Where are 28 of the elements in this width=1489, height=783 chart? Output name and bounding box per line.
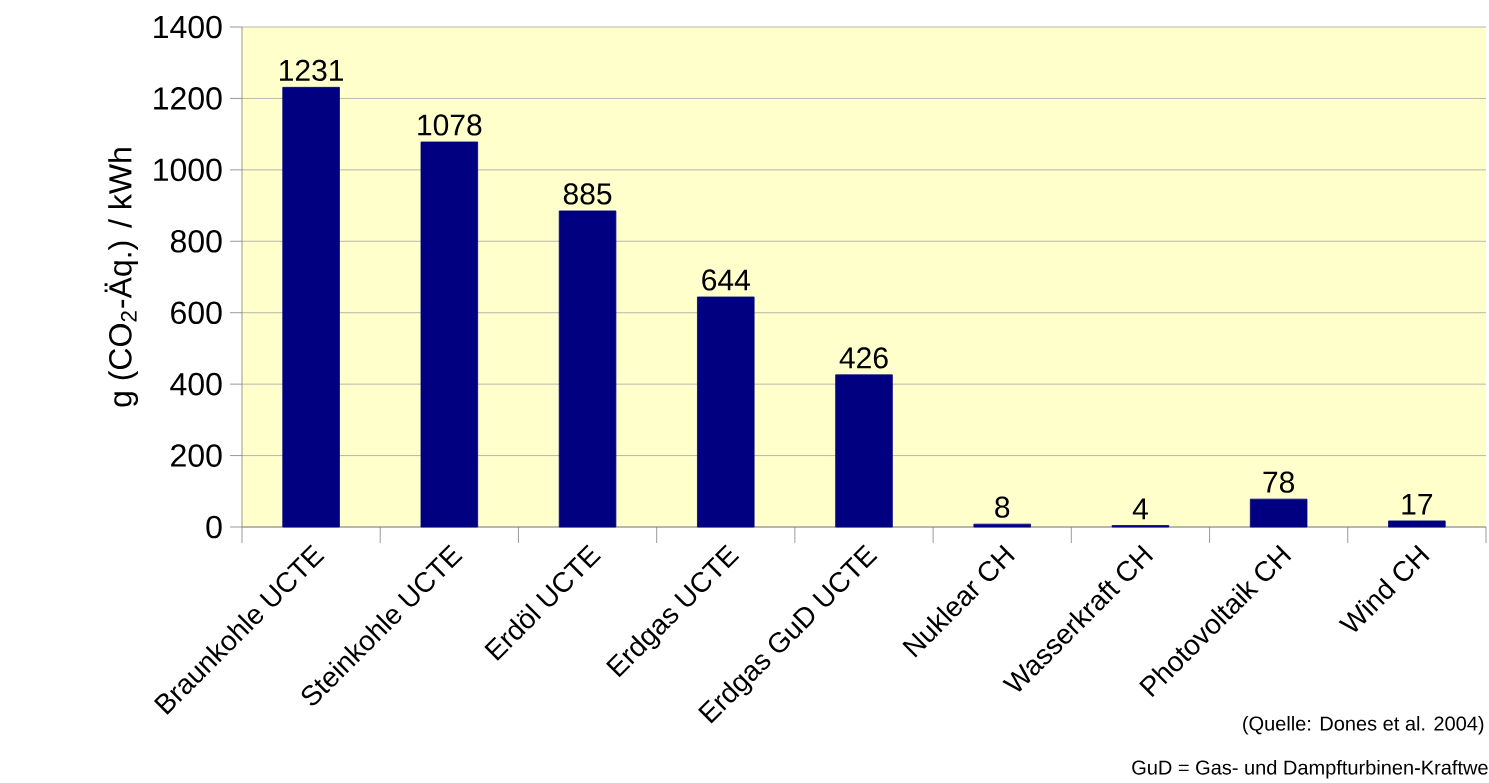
data-label: 78 xyxy=(1263,471,1295,493)
y-tick-label: 1200 xyxy=(154,87,222,110)
data-label: 885 xyxy=(563,183,612,205)
data-label: 17 xyxy=(1402,493,1433,515)
y-tick-label: 200 xyxy=(171,444,222,467)
bar xyxy=(1388,520,1446,528)
data-label: 1078 xyxy=(418,114,482,136)
y-tick-label: 400 xyxy=(170,372,222,396)
y-axis-title: g (CO$_{2}$-Äq.) / kWh xyxy=(104,148,139,407)
data-label: 426 xyxy=(839,347,888,369)
text: (Quelle: Dones et al. 2004) xyxy=(1243,715,1484,735)
bar xyxy=(282,86,340,528)
data-label: 4 xyxy=(1132,498,1148,520)
bar xyxy=(835,374,893,528)
y-tick-label: 1400 xyxy=(154,15,222,39)
y-tick-label: 0 xyxy=(206,515,222,539)
y-tick-label: 1000 xyxy=(154,158,222,182)
data-label: 644 xyxy=(702,269,750,291)
bar xyxy=(558,210,617,528)
bar xyxy=(420,141,479,528)
y-tick-label: 600 xyxy=(171,301,222,325)
bar xyxy=(697,296,755,528)
y-tick-label: 800 xyxy=(170,229,222,253)
text: GuD = Gas- und Dampfturbinen-Kraftwe xyxy=(1132,759,1488,779)
data-label: 1231 xyxy=(280,59,343,81)
data-label: 8 xyxy=(995,496,1010,518)
bar xyxy=(1249,498,1308,528)
bar xyxy=(973,523,1031,528)
